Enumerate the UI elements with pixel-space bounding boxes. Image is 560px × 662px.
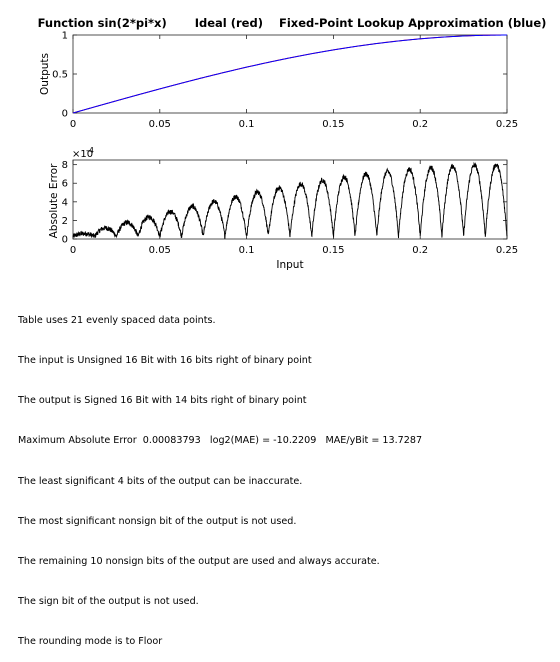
plot-area-outputs xyxy=(72,34,508,114)
error-y-tick-label: 8 xyxy=(62,160,68,171)
error-x-tick-label: 0 xyxy=(70,245,76,256)
report-line: The most significant nonsign bit of the … xyxy=(18,515,297,527)
report-line: The least significant 4 bits of the outp… xyxy=(18,475,303,487)
outputs-x-tick-label: 0.05 xyxy=(149,119,171,130)
report-text: Table uses 21 evenly spaced data points.… xyxy=(18,287,422,662)
figure: Function sin(2*pi*x) Ideal (red) Fixed-P… xyxy=(38,16,547,271)
outputs-x-tick-label: 0.2 xyxy=(412,119,428,130)
error-x-tick-label: 0.2 xyxy=(412,245,428,256)
absolute-error-chart: Absolute Error ×10 -4 0 0.05 0.1 0.15 0.2 0.2… xyxy=(48,146,518,271)
error-y-tick-label: 0 xyxy=(62,235,68,246)
error-y-tick-label: 4 xyxy=(62,197,68,208)
outputs-x-tick-label: 0.1 xyxy=(239,119,255,130)
report-line: The input is Unsigned 16 Bit with 16 bit… xyxy=(18,355,312,367)
outputs-chart: Function sin(2*pi*x) Ideal (red) Fixed-P… xyxy=(38,16,547,130)
chart-title: Function sin(2*pi*x) Ideal (red) Fixed-P… xyxy=(38,16,547,30)
error-x-tick-label: 0.1 xyxy=(239,245,255,256)
error-y-tick-label: 2 xyxy=(62,216,68,227)
y-exponent-power: -4 xyxy=(86,146,94,155)
y-axis-label-outputs: Outputs xyxy=(39,53,51,95)
error-x-tick-label: 0.15 xyxy=(322,245,344,256)
outputs-y-tick-label: 0.5 xyxy=(52,70,68,81)
report-line: Table uses 21 evenly spaced data points. xyxy=(18,314,216,326)
outputs-y-tick-label: 0 xyxy=(62,109,68,120)
y-axis-label-absolute-error: Absolute Error xyxy=(48,163,60,239)
series-absolute-error-line xyxy=(72,161,508,240)
error-x-tick-label: 0.05 xyxy=(149,245,171,256)
series-approximation-line xyxy=(72,34,508,114)
outputs-x-tick-label: 0 xyxy=(70,119,76,130)
outputs-x-tick-label: 0.25 xyxy=(496,119,518,130)
report-line: The output is Signed 16 Bit with 14 bits… xyxy=(18,395,307,407)
report-line: The remaining 10 nonsign bits of the out… xyxy=(18,556,380,568)
y-exponent-base: ×10 xyxy=(72,149,93,160)
tick-group-outputs: 0 0.05 0.1 0.15 0.2 0.25 0 0.5 1 xyxy=(52,31,518,131)
x-axis-label-input: Input xyxy=(276,259,303,271)
report-line: Maximum Absolute Error 0.00083793 log2(M… xyxy=(18,435,423,447)
outputs-x-tick-label: 0.15 xyxy=(322,119,344,130)
report-line: The rounding mode is to Floor xyxy=(18,636,163,648)
report-line: The sign bit of the output is not used. xyxy=(18,596,199,608)
error-x-tick-label: 0.25 xyxy=(496,245,518,256)
plot-area-absolute-error xyxy=(72,159,508,240)
tick-group-absolute-error: 0 0.05 0.1 0.15 0.2 0.25 0 2 4 6 8 xyxy=(62,160,518,256)
error-y-tick-label: 6 xyxy=(62,179,68,190)
outputs-y-tick-label: 1 xyxy=(62,31,68,42)
